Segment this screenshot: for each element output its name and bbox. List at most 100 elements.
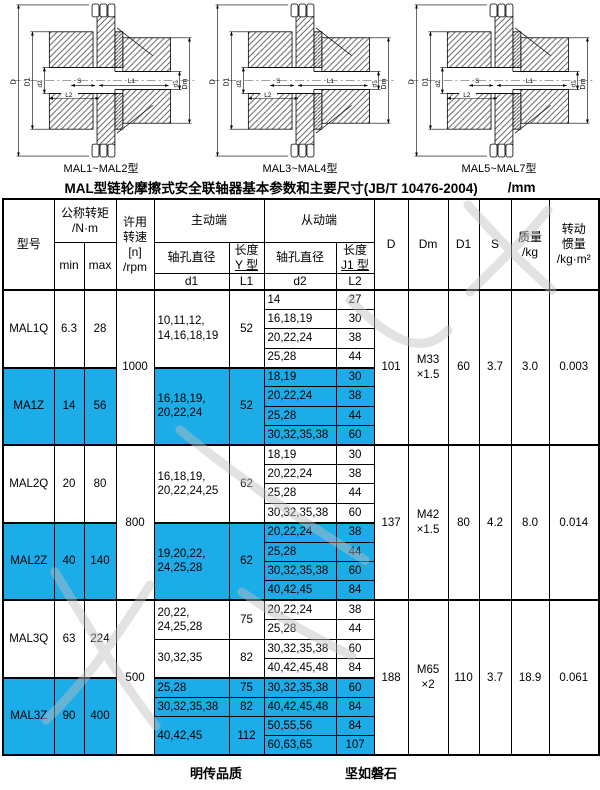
cell-S: 4.2 [478,444,512,601]
header-S: S [478,198,512,291]
cell-d2: 50,55,56 [263,716,337,737]
cell-L1: 75 [228,599,265,640]
drawing-caption: MAL5~MAL7型 [461,163,537,175]
cell-d1: 40,42,45 [153,716,230,756]
header-length-j1: 长度 J1 型 [335,241,375,274]
coupling-drawing-3 [401,2,597,159]
header-bore-dia-driving: 轴孔直径 [153,241,230,274]
drawing-mal3-mal4: MAL3~MAL4型 [202,2,398,176]
cell-d2: 30,32,35,38 [263,425,337,446]
drawing-caption: MAL3~MAL4型 [262,163,338,175]
cell-L2: 84 [335,580,375,601]
cell-D1: 110 [447,599,480,756]
header-L2: L2 [335,272,375,291]
header-L1: L1 [228,272,265,291]
cell-d2: 20,22,24 [263,599,337,621]
cell-inertia: 0.061 [548,599,600,756]
cell-Dm: M42 ×1.5 [407,444,449,601]
page-title: MAL型链轮摩擦式安全联轴器基本参数和主要尺寸(JB/T 10476-2004) [64,181,478,196]
cell-D1: 80 [447,444,480,601]
cell-d2: 40,42,45,48 [263,696,337,718]
header-min: min [53,241,85,291]
header-driven-end: 从动端 [263,198,375,243]
cell-d2: 30,32,35,38 [263,638,337,659]
cell-torque-min: 20 [53,444,85,524]
coupling-drawing-2 [202,2,398,159]
cell-L1: 112 [228,716,265,756]
drawing-mal1-mal2: MAL1~MAL2型 [3,2,199,176]
drawing-caption: MAL1~MAL2型 [63,163,139,175]
cell-L2: 60 [335,425,375,446]
length-label: 长度 [343,242,368,257]
cell-model: MAL3Q [2,599,55,679]
y-type-label: Y 型 [234,257,259,272]
cell-L1: 52 [228,366,265,446]
cell-torque-max: 56 [83,366,117,446]
header-D: D [373,198,409,291]
cell-Dm: M33 ×1.5 [407,288,449,446]
footer-left: 明传品质 [190,766,243,781]
header-driving-end: 主动端 [153,198,265,243]
cell-torque-min: 14 [53,366,85,446]
cell-speed: 1000 [115,288,155,446]
cell-L1: 82 [228,696,265,718]
header-torque: 公称转矩 /N·m [53,198,117,243]
cell-L2: 30 [335,366,375,388]
cell-L2: 44 [335,541,375,562]
header-d1: d1 [153,272,230,291]
cell-torque-max: 28 [83,289,117,369]
cell-mass: 18.9 [510,599,550,756]
table-body: MAL1Q 6.3 28 1000 10,11,12, 14,16,18,19 52 14 2… [2,288,600,756]
header-D1: D1 [447,198,480,291]
cell-L2: 60 [335,502,375,524]
cell-torque-max: 224 [83,599,117,679]
parameters-table: 型号 公称转矩 /N·m 许用 转速 [n] /rpm 主动端 从动端 D Dm… [2,198,600,757]
header-d2: d2 [263,272,337,291]
cell-model: MAL2Z [2,521,55,601]
cell-d2: 25,28 [263,405,337,427]
cell-L2: 30 [335,308,375,330]
cell-L1: 75 [228,676,265,698]
cell-d2: 18,19 [263,366,337,388]
cell-L2: 44 [335,347,375,369]
cell-L2: 38 [335,328,375,349]
cell-d1: 20,22, 24,25,28 [153,599,230,640]
cell-d2: 60,63,65 [263,735,337,756]
cell-L2: 60 [335,676,375,698]
footer: 明传品质 坚如磐石 [0,763,600,783]
cell-inertia: 0.003 [548,288,600,446]
cell-L2: 44 [335,619,375,640]
cell-torque-max: 400 [83,676,117,756]
drawing-mal5-mal7: MAL5~MAL7型 [401,2,597,176]
cell-d2: 30,32,35,38 [263,502,337,524]
header-model: 型号 [2,198,55,291]
cell-d1: 25,28 [153,676,230,698]
cell-mass: 3.0 [510,288,550,446]
cell-L1: 82 [228,638,265,679]
cell-d1: 10,11,12, 14,16,18,19 [153,289,230,369]
header-max: max [83,241,117,291]
cell-d2: 25,28 [263,347,337,369]
cell-L2: 38 [335,464,375,485]
cell-model: MAL3Z [2,676,55,756]
length-label: 长度 [234,242,259,257]
header-Dm: Dm [407,198,449,291]
cell-d2: 20,22,24 [263,328,337,349]
cell-model: MAL2Q [2,444,55,524]
cell-torque-min: 40 [53,521,85,601]
cell-d2: 25,28 [263,483,337,504]
cell-d1: 16,18,19, 20,22,24,25 [153,444,230,524]
cell-d2: 30,32,35,38 [263,560,337,582]
cell-d1: 19,20,22, 24,25,28 [153,521,230,601]
cell-L2: 38 [335,599,375,621]
cell-L2: 44 [335,405,375,427]
cell-d1: 30,32,35,38 [153,696,230,718]
cell-L1: 52 [228,289,265,369]
table-header: 型号 公称转矩 /N·m 许用 转速 [n] /rpm 主动端 从动端 D Dm… [2,198,600,291]
cell-d2: 20,22,24 [263,464,337,485]
cell-d2: 20,22,24 [263,521,337,543]
footer-right: 坚如磐石 [345,766,398,781]
cell-inertia: 0.014 [548,444,600,601]
cell-L2: 27 [335,288,375,310]
cell-torque-min: 6.3 [53,289,85,369]
